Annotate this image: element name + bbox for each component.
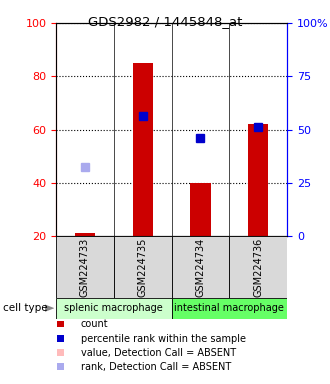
Text: GSM224736: GSM224736 [253,237,263,296]
Text: splenic macrophage: splenic macrophage [64,303,163,313]
Bar [229,236,287,298]
Text: GSM224733: GSM224733 [80,237,90,296]
Bar [133,63,153,236]
Bar [57,349,64,356]
Bar [57,335,64,342]
Bar [57,321,64,328]
Bar [75,233,95,236]
Text: GSM224735: GSM224735 [138,237,148,296]
Bar [190,183,211,236]
Bar [56,298,172,319]
Polygon shape [45,304,54,312]
Text: rank, Detection Call = ABSENT: rank, Detection Call = ABSENT [81,362,231,372]
Text: GSM224734: GSM224734 [195,237,206,296]
Text: value, Detection Call = ABSENT: value, Detection Call = ABSENT [81,348,236,358]
Text: GDS2982 / 1445848_at: GDS2982 / 1445848_at [88,15,242,28]
Bar [56,236,114,298]
Bar [57,363,64,370]
Bar [172,298,287,319]
Text: intestinal macrophage: intestinal macrophage [175,303,284,313]
Text: cell type: cell type [3,303,48,313]
Bar [248,124,268,236]
Text: percentile rank within the sample: percentile rank within the sample [81,334,246,344]
Bar [114,236,172,298]
Bar [172,236,229,298]
Text: count: count [81,319,109,329]
